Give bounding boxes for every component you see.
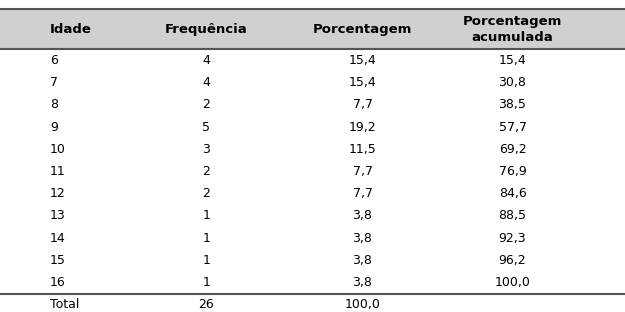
Text: 38,5: 38,5 xyxy=(499,98,526,111)
Text: Porcentagem: Porcentagem xyxy=(313,23,412,36)
Text: 9: 9 xyxy=(50,120,58,134)
Text: 84,6: 84,6 xyxy=(499,187,526,200)
Text: 15,4: 15,4 xyxy=(349,76,376,89)
Text: 96,2: 96,2 xyxy=(499,254,526,267)
Text: 92,3: 92,3 xyxy=(499,232,526,245)
Text: Total: Total xyxy=(50,298,79,311)
Text: 15: 15 xyxy=(50,254,66,267)
Text: 4: 4 xyxy=(202,76,210,89)
Text: 1: 1 xyxy=(202,276,210,289)
FancyBboxPatch shape xyxy=(0,9,625,49)
Text: 57,7: 57,7 xyxy=(499,120,526,134)
Text: 3: 3 xyxy=(202,143,210,156)
Text: 11,5: 11,5 xyxy=(349,143,376,156)
Text: 2: 2 xyxy=(202,98,210,111)
Text: 1: 1 xyxy=(202,232,210,245)
Text: 69,2: 69,2 xyxy=(499,143,526,156)
Text: 76,9: 76,9 xyxy=(499,165,526,178)
Text: 100,0: 100,0 xyxy=(494,276,531,289)
Text: 19,2: 19,2 xyxy=(349,120,376,134)
Text: 1: 1 xyxy=(202,209,210,222)
Text: 6: 6 xyxy=(50,54,58,67)
Text: Idade: Idade xyxy=(50,23,92,36)
Text: 30,8: 30,8 xyxy=(499,76,526,89)
Text: 14: 14 xyxy=(50,232,66,245)
Text: 4: 4 xyxy=(202,54,210,67)
Text: 7,7: 7,7 xyxy=(352,98,372,111)
Text: 1: 1 xyxy=(202,254,210,267)
Text: Porcentagem
acumulada: Porcentagem acumulada xyxy=(462,15,562,44)
Text: 7,7: 7,7 xyxy=(352,165,372,178)
Text: 7: 7 xyxy=(50,76,58,89)
Text: 3,8: 3,8 xyxy=(352,232,372,245)
Text: 10: 10 xyxy=(50,143,66,156)
Text: 15,4: 15,4 xyxy=(349,54,376,67)
Text: 8: 8 xyxy=(50,98,58,111)
Text: 11: 11 xyxy=(50,165,66,178)
Text: 12: 12 xyxy=(50,187,66,200)
Text: Frequência: Frequência xyxy=(165,23,248,36)
Text: 2: 2 xyxy=(202,187,210,200)
Text: 7,7: 7,7 xyxy=(352,187,372,200)
Text: 15,4: 15,4 xyxy=(499,54,526,67)
Text: 13: 13 xyxy=(50,209,66,222)
Text: 2: 2 xyxy=(202,165,210,178)
Text: 88,5: 88,5 xyxy=(499,209,526,222)
Text: 26: 26 xyxy=(198,298,214,311)
Text: 3,8: 3,8 xyxy=(352,276,372,289)
Text: 16: 16 xyxy=(50,276,66,289)
Text: 3,8: 3,8 xyxy=(352,209,372,222)
Text: 100,0: 100,0 xyxy=(344,298,381,311)
Text: 5: 5 xyxy=(202,120,210,134)
Text: 3,8: 3,8 xyxy=(352,254,372,267)
